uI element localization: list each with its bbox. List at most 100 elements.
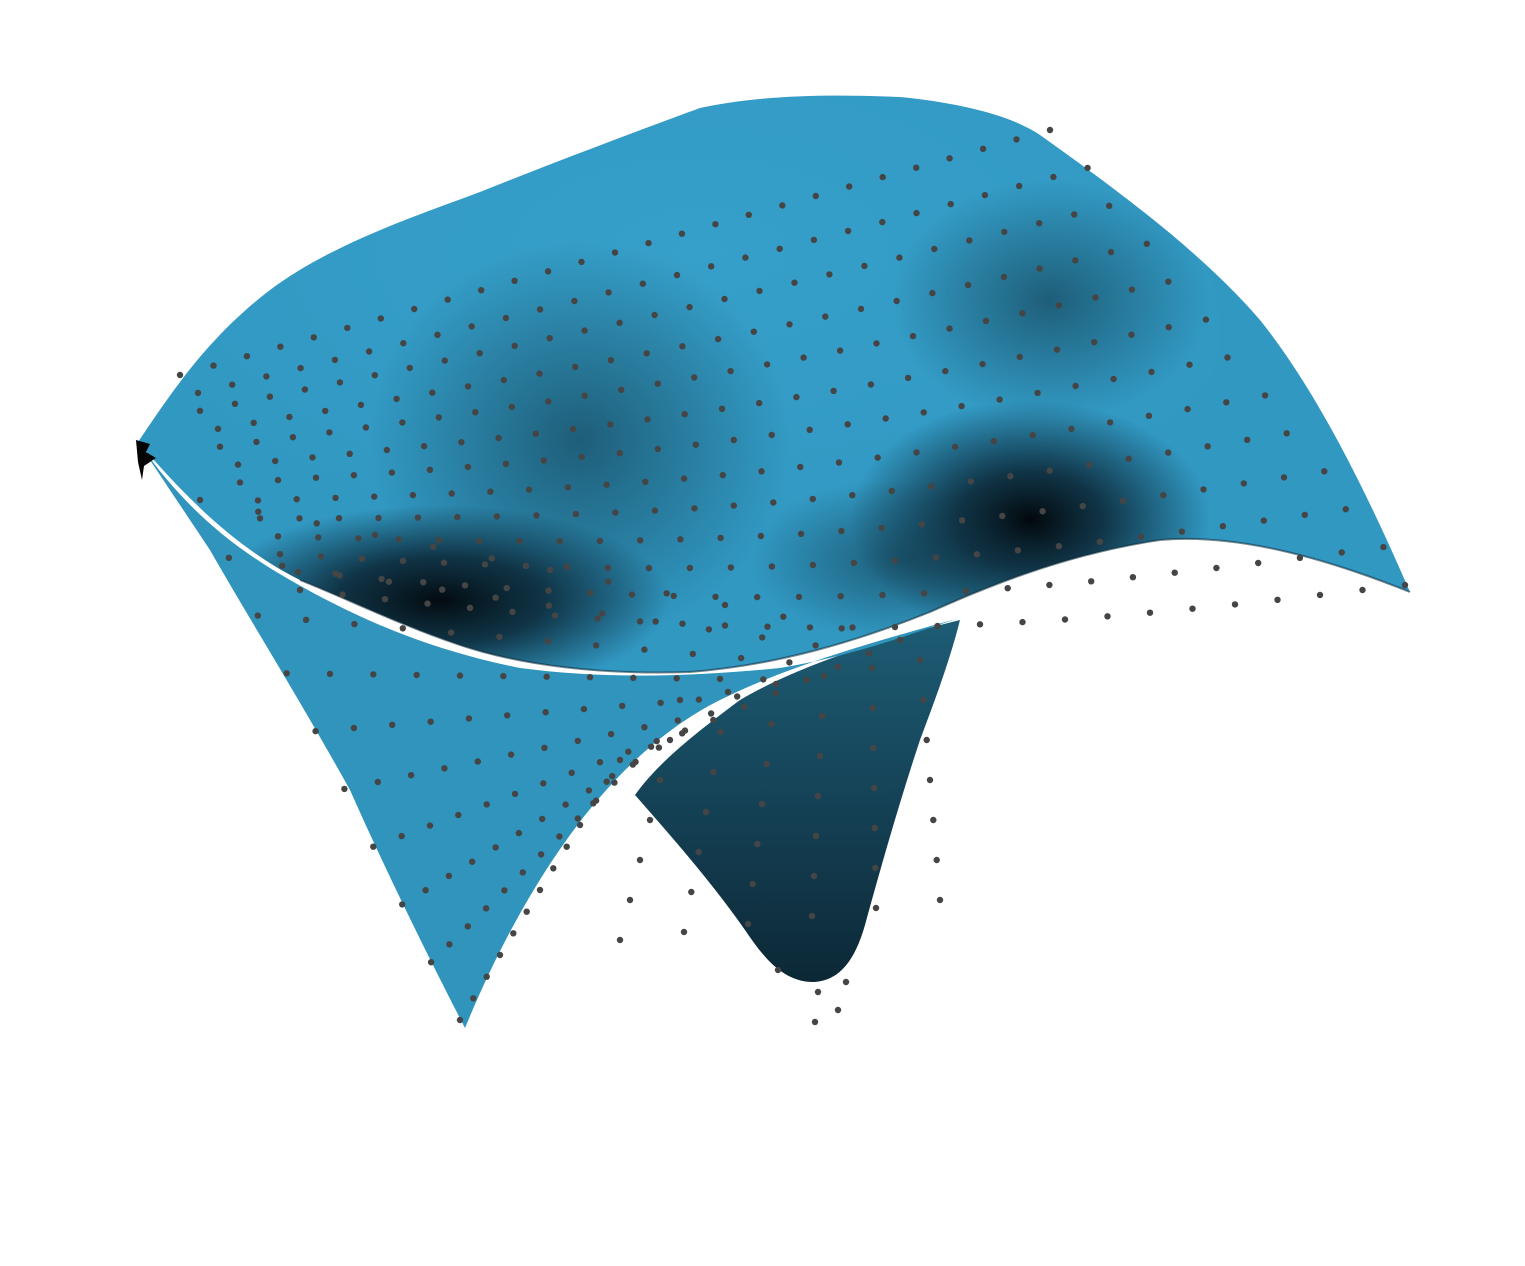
sample-point [378,575,385,583]
sample-point [544,268,552,275]
sample-point [370,671,377,678]
front-lobe-surface [140,445,960,1028]
sample-point [1338,549,1345,556]
sample-point [509,608,516,615]
sample-point [1007,473,1014,480]
sample-point [427,718,434,725]
sample-point [712,593,719,600]
sample-point [326,429,333,436]
sample-point [263,373,270,380]
sample-point [679,730,686,737]
sample-point [636,618,644,625]
sample-point [865,650,873,657]
sample-point [1072,382,1079,390]
sample-point [670,592,677,600]
sample-point [710,716,717,724]
sample-point [346,450,353,457]
sample-point [808,912,816,920]
sample-point [742,254,749,261]
sample-point [870,744,877,752]
sample-point [928,483,935,490]
sample-point [1096,538,1104,545]
sample-point [310,334,317,341]
sample-point [795,593,803,601]
sample-point [507,751,515,758]
sample-point [533,512,540,519]
sample-point [446,941,453,948]
sample-point [604,564,612,571]
sample-point [483,801,490,808]
sample-point [809,495,816,503]
sample-point [1165,449,1172,456]
sample-point [1143,240,1151,247]
sample-point [607,421,614,428]
sample-point [686,564,694,572]
sample-point [770,499,777,506]
sample-point [616,756,624,764]
sample-point [653,737,660,745]
sample-point [657,699,664,706]
sample-point [1053,346,1061,353]
sample-point [383,446,391,454]
sample-point [727,564,735,571]
sample-point [289,434,297,441]
sample-point [1244,436,1251,443]
sample-point [272,457,279,465]
sample-point [312,727,319,735]
sample-point [1301,511,1309,519]
sample-point [934,622,941,630]
sample-point [758,800,766,808]
sample-point [429,389,436,396]
sample-point [447,629,455,636]
sample-point [791,279,798,286]
sample-point [1219,523,1227,530]
sample-point [1016,353,1023,361]
sample-point [532,430,539,437]
sample-point [519,869,526,876]
sample-point [749,880,756,888]
sample-point [1046,126,1054,134]
sample-point [568,769,575,776]
sample-point [837,593,844,600]
sample-point [500,672,507,680]
sample-point [870,784,878,792]
sample-point [645,564,653,572]
sample-point [231,400,239,407]
sample-point [641,646,648,653]
sample-point [564,484,572,491]
sample-point [458,439,465,446]
sample-point [616,319,623,326]
sample-point [1280,474,1288,481]
sample-point [812,192,819,200]
sample-point [482,905,490,912]
sample-point [194,389,202,397]
sample-point [296,586,304,594]
sample-point [973,551,981,558]
sample-point [818,712,826,720]
sample-point [1231,601,1239,608]
sample-point [666,736,674,744]
sample-point [470,995,477,1002]
sample-point [834,1006,842,1014]
sample-point [294,568,302,576]
sample-point [707,710,715,717]
sample-point [654,380,661,387]
sample-point [810,236,818,244]
sample-point [1046,467,1053,474]
sample-point [563,843,570,850]
sample-point [196,496,204,504]
sample-point [677,536,684,543]
sample-point [216,443,224,450]
sample-point [652,618,659,625]
sample-point [867,381,875,388]
sample-point [803,676,810,684]
sample-point [645,239,652,247]
sample-point [857,305,865,313]
front-lobe-shade [140,445,960,1028]
sample-point [426,822,434,829]
sample-point [574,815,581,822]
sample-point [758,468,765,475]
sample-point [371,372,378,379]
